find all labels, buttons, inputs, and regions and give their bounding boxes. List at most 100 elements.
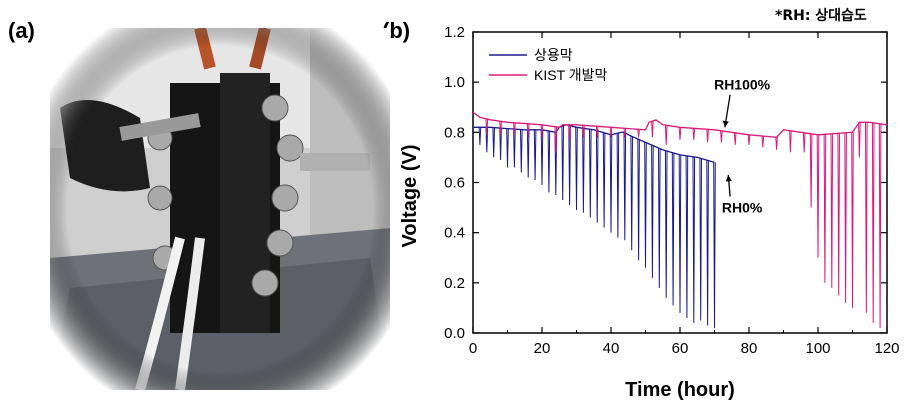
series-2-drop (775, 137, 778, 150)
y-tick-label: 0.6 (444, 175, 465, 192)
series-1-drop (685, 155, 689, 318)
series-1-drop (492, 127, 495, 158)
series-2-drop (499, 121, 502, 135)
series-1-drop (602, 132, 606, 228)
series-2-drop (720, 130, 723, 143)
series-1-drop (671, 152, 675, 306)
series-1-drop (664, 150, 668, 298)
series-2-drop (513, 122, 516, 135)
series-2-drop (637, 129, 640, 138)
series-1-drop (485, 127, 489, 153)
panel-label-a: (a) (8, 18, 35, 43)
series-2-drop (789, 130, 792, 153)
series-2-drop (830, 133, 834, 288)
series-1-drop (706, 160, 709, 326)
series-1-drop (651, 145, 654, 278)
series-1-baseline (473, 124, 715, 164)
annotation-label: RH0% (722, 200, 763, 216)
series-1-drop (644, 142, 647, 268)
series-2-drop (802, 132, 806, 153)
y-tick-label: 1.0 (444, 74, 465, 91)
series-2-drop (878, 123, 882, 328)
annotation-label: RH100% (714, 77, 771, 93)
series-1-drop (582, 128, 585, 213)
series-2-drop (692, 128, 696, 140)
series-1-drop (692, 156, 696, 323)
legend: 상용막 KIST 개발막 (489, 47, 608, 83)
series-1-drop (678, 154, 682, 313)
series-2-drop (747, 134, 751, 145)
series-2-drop (851, 132, 854, 308)
series-2-drop (816, 134, 820, 258)
x-tick-label: 40 (603, 340, 620, 357)
series-2-drop (865, 122, 868, 313)
y-tick-label: 1.2 (444, 24, 465, 41)
rh-note: *RH: 상대습도 (775, 8, 867, 24)
series-2-drop (871, 122, 875, 323)
series-2-drop (595, 126, 599, 138)
x-tick-label: 20 (534, 340, 551, 357)
series-2-drop (809, 133, 813, 208)
series-2-drop (582, 125, 585, 138)
series-1-drop (506, 128, 509, 168)
y-tick-label: 0.2 (444, 275, 465, 292)
x-tick-label: 60 (672, 340, 689, 357)
series-1-drop (554, 132, 558, 196)
y-tick-label: 0.8 (444, 124, 465, 141)
series-1-drop (637, 139, 640, 261)
series-1-drop (623, 132, 627, 241)
x-tick-label: 100 (805, 340, 830, 357)
series-2-drop (651, 121, 654, 138)
series-2-drop (706, 129, 709, 143)
series-1-drop (499, 128, 502, 160)
series-1-drop (616, 133, 620, 238)
series-1-drop (513, 129, 516, 168)
series-1-drop (561, 126, 564, 201)
legend-label-series-2: KIST 개발막 (534, 67, 608, 83)
series-1-drop (658, 148, 661, 288)
y-tick-label: 0.0 (444, 325, 465, 342)
series-2-drop (623, 128, 627, 138)
series-2-drop (664, 125, 668, 145)
y-tick-label: 0.4 (444, 225, 465, 242)
series-1-drop (520, 129, 523, 173)
series-1-drop (568, 125, 571, 206)
y-axis-label: Voltage (V) (399, 145, 421, 248)
series-1-drop (526, 129, 530, 178)
annotation-arrowhead (722, 120, 729, 128)
series-1-drop (609, 134, 613, 233)
legend-label-series-1: 상용막 (534, 47, 573, 63)
series-1-drop (699, 158, 702, 321)
series-1 (473, 124, 716, 328)
series-1-drop (533, 129, 537, 180)
series-1-drop (713, 162, 716, 328)
x-tick-label: 0 (469, 340, 477, 357)
series-2-drop (733, 132, 737, 145)
series-2-drop (568, 124, 571, 140)
series-1-drop (595, 130, 599, 223)
fuel-cell-photo (50, 28, 390, 390)
x-axis-label: Time (hour) (625, 379, 735, 401)
series-2-drop (858, 122, 861, 158)
series-1-drop (630, 136, 633, 251)
series-2-drop (844, 132, 847, 303)
series-2 (472, 111, 888, 328)
series-2-drop (485, 118, 489, 135)
x-tick-label: 120 (874, 340, 899, 357)
annotation-arrowhead (725, 174, 732, 182)
series-2-drop (837, 133, 840, 296)
series-1-drop (589, 129, 592, 218)
series-2-drop (540, 124, 544, 138)
series-1-drop (478, 127, 482, 145)
series-1-drop (547, 131, 551, 193)
series-2-drop (761, 136, 765, 148)
x-tick-label: 80 (741, 340, 758, 357)
series-1-drop (540, 129, 544, 186)
series-2-drop (554, 126, 558, 153)
series-2-drop (526, 123, 530, 138)
series-2-drop (678, 127, 682, 140)
series-1-drop (575, 127, 578, 211)
series-2-drop (609, 127, 613, 138)
series-2-drop (823, 134, 827, 283)
